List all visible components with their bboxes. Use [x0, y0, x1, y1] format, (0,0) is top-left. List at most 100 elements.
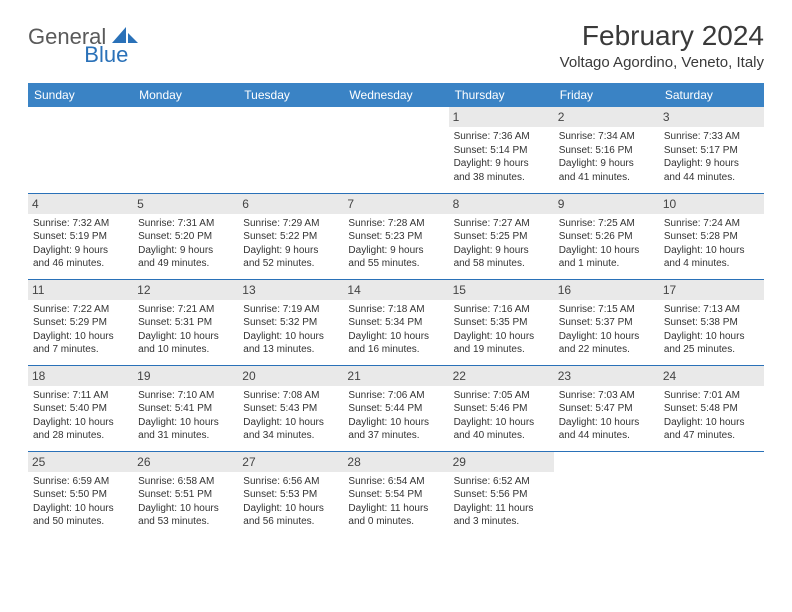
day-detail-line: Sunset: 5:23 PM [348, 230, 443, 244]
day-detail-line: Daylight: 10 hours [664, 244, 759, 258]
calendar-cell: 26Sunrise: 6:58 AMSunset: 5:51 PMDayligh… [133, 451, 238, 537]
day-detail-line: and 34 minutes. [243, 429, 338, 443]
day-detail-line: Sunrise: 7:28 AM [348, 217, 443, 231]
day-number: 18 [28, 366, 133, 386]
day-detail-line: and 19 minutes. [454, 343, 549, 357]
day-detail-line: and 41 minutes. [559, 171, 654, 185]
day-number: 24 [659, 366, 764, 386]
day-detail-line: and 22 minutes. [559, 343, 654, 357]
calendar-week-row: 25 Sunrise: 6:59 AMSunset: 5:50 PM Dayligh… [28, 451, 764, 537]
day-detail-line: Daylight: 10 hours [664, 416, 759, 430]
day-detail-line: Daylight: 11 hours [348, 502, 443, 516]
day-detail-line: Sunrise: 6:58 AM [138, 475, 233, 489]
day-detail-line: and 53 minutes. [138, 515, 233, 529]
calendar-cell: 18 Sunrise: 7:11 AMSunset: 5:40 PMDayligh… [28, 365, 133, 451]
day-detail-line: Sunset: 5:40 PM [33, 402, 128, 416]
day-detail-line: Sunrise: 7:22 AM [33, 303, 128, 317]
day-number: 29 [449, 452, 554, 472]
day-detail-line: and 10 minutes. [138, 343, 233, 357]
day-detail-line: Daylight: 9 hours [243, 244, 338, 258]
day-detail-line: and 52 minutes. [243, 257, 338, 271]
day-detail-line: Sunrise: 7:10 AM [138, 389, 233, 403]
day-number: 2 [554, 107, 659, 127]
day-detail-line: Sunset: 5:22 PM [243, 230, 338, 244]
day-detail-line: Sunrise: 7:33 AM [664, 130, 759, 144]
day-detail-line: Sunrise: 7:11 AM [33, 389, 128, 403]
day-detail-line: Daylight: 10 hours [138, 502, 233, 516]
day-detail-line: and 4 minutes. [664, 257, 759, 271]
day-detail-line: Sunset: 5:34 PM [348, 316, 443, 330]
location-text: Voltago Agordino, Veneto, Italy [560, 54, 764, 71]
day-header: Monday [133, 83, 238, 107]
day-detail-line: Daylight: 10 hours [138, 416, 233, 430]
day-detail-line: Daylight: 9 hours [138, 244, 233, 258]
day-detail-line: Daylight: 10 hours [33, 330, 128, 344]
day-detail-line: Daylight: 10 hours [243, 416, 338, 430]
calendar-cell: 11Sunrise: 7:22 AMSunset: 5:29 PMDayligh… [28, 279, 133, 365]
day-detail-line: and 1 minute. [559, 257, 654, 271]
day-number: 15 [449, 280, 554, 300]
day-detail-line: and 40 minutes. [454, 429, 549, 443]
day-number: 25 [28, 452, 133, 472]
logo: General Blue [28, 24, 186, 50]
day-number: 26 [133, 452, 238, 472]
day-number: 16 [554, 280, 659, 300]
day-detail-line: Sunset: 5:37 PM [559, 316, 654, 330]
day-detail-line: Daylight: 10 hours [243, 502, 338, 516]
day-detail-line: Daylight: 9 hours [559, 157, 654, 171]
day-detail-line: Sunrise: 6:59 AM [33, 475, 128, 489]
day-detail-line: and 58 minutes. [454, 257, 549, 271]
calendar-week-row: 18Sunrise: 7:11 AMSunset: 5:40 PMDayligh… [28, 365, 764, 451]
day-number: 7 [343, 194, 448, 214]
calendar-cell: 22Sunrise: 7:05 AMSunset: 5:46 PMDayligh… [449, 365, 554, 451]
day-number: 3 [659, 107, 764, 127]
day-detail-line: Sunset: 5:26 PM [559, 230, 654, 244]
day-detail-line: Daylight: 10 hours [559, 416, 654, 430]
day-detail-line: Sunrise: 6:56 AM [243, 475, 338, 489]
day-number: 19 [133, 366, 238, 386]
day-detail-line: Daylight: 10 hours [348, 330, 443, 344]
calendar-cell: 19Sunrise: 7:10 AMSunset: 5:41 PMDayligh… [133, 365, 238, 451]
calendar-cell: 29Sunrise: 6:52 AMSunset: 5:56 PMDayligh… [449, 451, 554, 537]
title-block: February 2024 Voltago Agordino, Veneto, … [560, 20, 764, 71]
calendar-cell [554, 451, 659, 537]
calendar-week-row: 1Sunrise: 7:36 AMSunset: 5:14 PMDaylight… [28, 107, 764, 193]
calendar-cell: 6Sunrise: 7:29 AMSunset: 5:22 PMDaylight… [238, 193, 343, 279]
day-detail-line: and 0 minutes. [348, 515, 443, 529]
calendar-cell: 16Sunrise: 7:15 AMSunset: 5:37 PMDayligh… [554, 279, 659, 365]
day-detail-line: and 56 minutes. [243, 515, 338, 529]
day-header: Wednesday [343, 83, 448, 107]
calendar-cell [659, 451, 764, 537]
calendar-cell: 27Sunrise: 6:56 AMSunset: 5:53 PMDayligh… [238, 451, 343, 537]
day-detail-line: and 16 minutes. [348, 343, 443, 357]
day-detail-line: Sunrise: 7:34 AM [559, 130, 654, 144]
day-number: 28 [343, 452, 448, 472]
day-detail-line: Sunset: 5:50 PM [33, 488, 128, 502]
calendar-cell [238, 107, 343, 193]
calendar-cell: 20Sunrise: 7:08 AMSunset: 5:43 PMDayligh… [238, 365, 343, 451]
day-detail-line: Sunset: 5:19 PM [33, 230, 128, 244]
day-detail-line: Sunset: 5:17 PM [664, 144, 759, 158]
day-detail-line: Daylight: 10 hours [33, 416, 128, 430]
day-detail-line: Sunset: 5:25 PM [454, 230, 549, 244]
logo-text-blue: Blue [84, 42, 128, 68]
day-detail-line: Sunset: 5:20 PM [138, 230, 233, 244]
day-number: 20 [238, 366, 343, 386]
day-detail-line: Sunset: 5:43 PM [243, 402, 338, 416]
calendar-cell: 7Sunrise: 7:28 AMSunset: 5:23 PMDaylight… [343, 193, 448, 279]
day-detail-line: Daylight: 9 hours [664, 157, 759, 171]
calendar-cell [343, 107, 448, 193]
day-detail-line: Daylight: 10 hours [348, 416, 443, 430]
calendar-cell: 23Sunrise: 7:03 AMSunset: 5:47 PMDayligh… [554, 365, 659, 451]
day-detail-line: and 28 minutes. [33, 429, 128, 443]
day-number: 8 [449, 194, 554, 214]
day-detail-line: Sunset: 5:46 PM [454, 402, 549, 416]
calendar-cell: 5Sunrise: 7:31 AMSunset: 5:20 PMDaylight… [133, 193, 238, 279]
day-detail-line: Sunset: 5:54 PM [348, 488, 443, 502]
day-detail-line: Sunrise: 7:31 AM [138, 217, 233, 231]
day-detail-line: Sunrise: 7:13 AM [664, 303, 759, 317]
calendar-cell: 13Sunrise: 7:19 AMSunset: 5:32 PMDayligh… [238, 279, 343, 365]
calendar-cell: 15Sunrise: 7:16 AMSunset: 5:35 PMDayligh… [449, 279, 554, 365]
calendar-cell: 14Sunrise: 7:18 AMSunset: 5:34 PMDayligh… [343, 279, 448, 365]
day-header: Thursday [449, 83, 554, 107]
